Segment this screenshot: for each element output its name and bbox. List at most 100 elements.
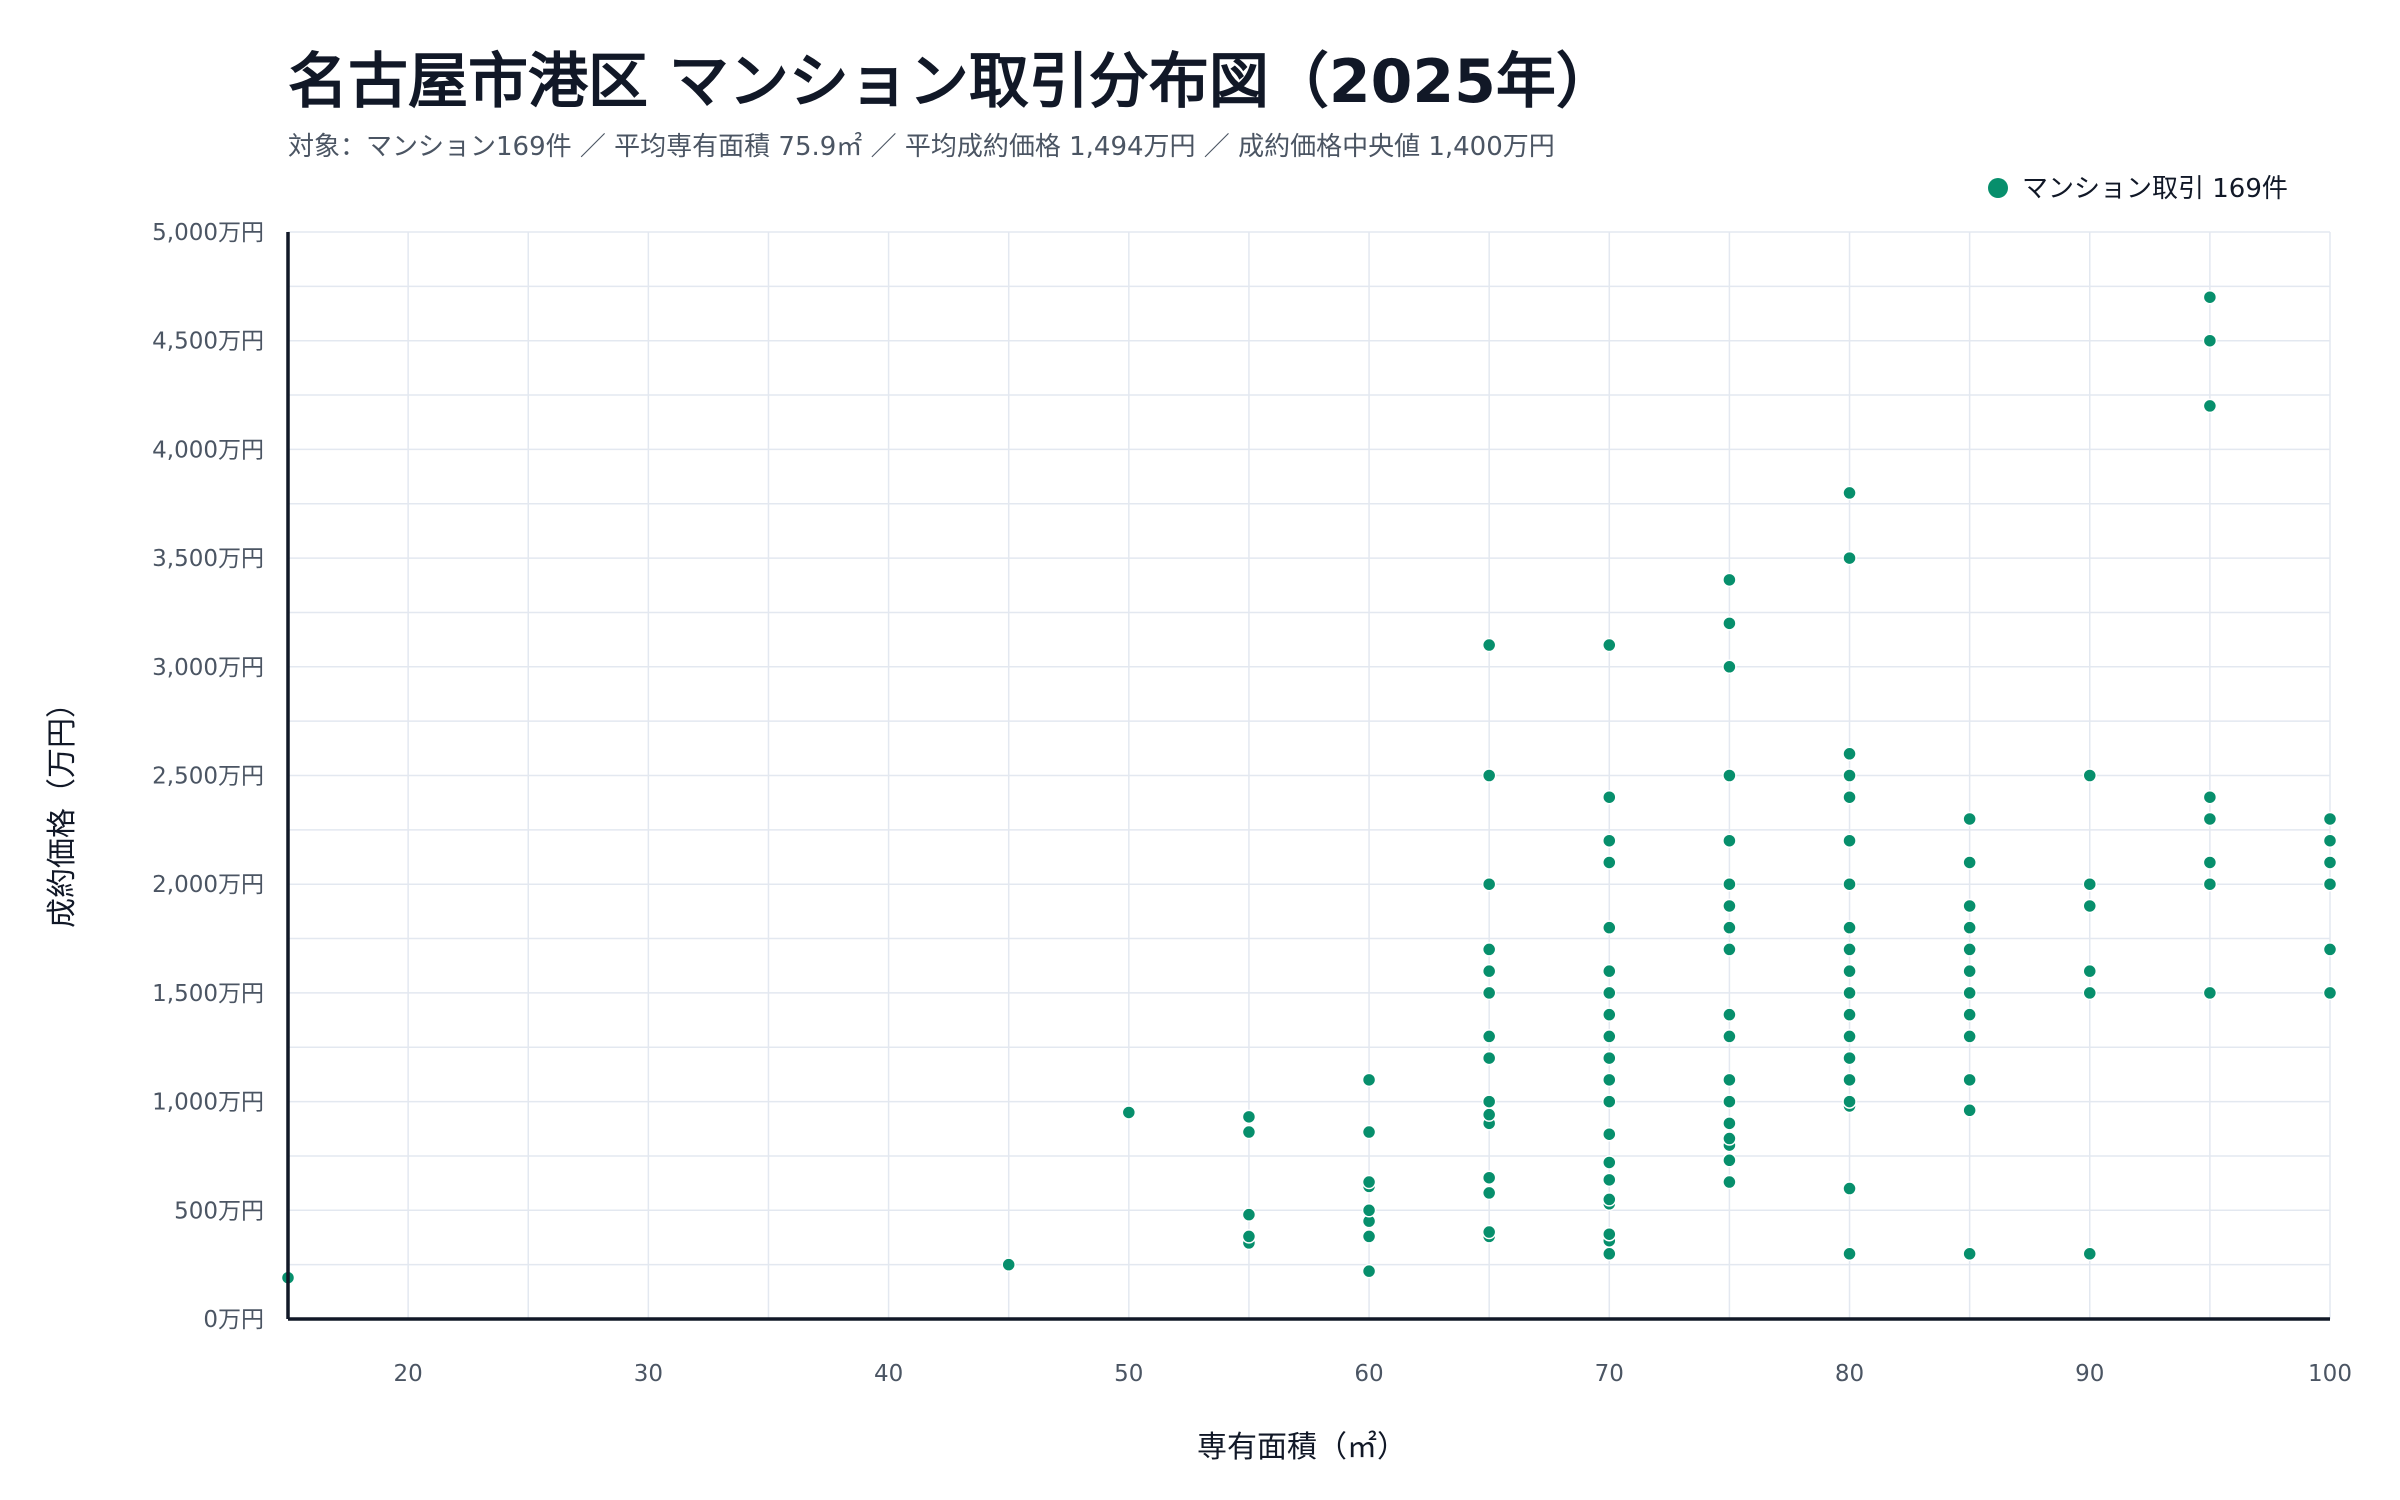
data-point xyxy=(2322,985,2338,1001)
data-point xyxy=(1962,1103,1977,1118)
data-point xyxy=(1842,942,1857,957)
data-point xyxy=(1842,1072,1857,1088)
data-point xyxy=(2202,811,2218,827)
data-point xyxy=(1602,1029,1617,1044)
chart-title: 名古屋市港区 マンション取引分布図（2025年） xyxy=(288,47,1616,117)
data-point xyxy=(1361,1072,1377,1088)
data-point xyxy=(1722,768,1737,783)
data-point xyxy=(2082,985,2098,1001)
data-point xyxy=(1602,920,1617,935)
data-point xyxy=(1722,898,1737,914)
data-point xyxy=(1842,920,1857,935)
data-point xyxy=(2082,963,2098,979)
chart-subtitle: 対象：マンション169件 ／ 平均専有面積 75.9㎡ ／ 平均成約価格 1,4… xyxy=(288,132,1555,162)
y-axis-title: 成約価格（万円） xyxy=(45,688,80,928)
x-tick-label: 30 xyxy=(634,1361,663,1387)
y-axis-ticks: 0万円 500万円 1,000万円 1,500万円 2,000万円 2,500万円 3,00… xyxy=(152,220,264,1333)
data-point xyxy=(1722,1153,1737,1168)
data-point xyxy=(1962,1072,1977,1088)
x-tick-label: 70 xyxy=(1595,1361,1624,1387)
data-point xyxy=(1121,1105,1137,1120)
data-point xyxy=(2202,985,2218,1001)
data-point xyxy=(1722,1131,1737,1146)
data-point xyxy=(1842,876,1857,892)
data-point xyxy=(1842,485,1857,501)
data-point xyxy=(1842,550,1857,566)
data-point xyxy=(1962,1029,1977,1044)
data-point xyxy=(1962,985,1977,1001)
data-point xyxy=(1842,789,1857,805)
data-point xyxy=(1481,637,1497,653)
data-point xyxy=(2322,811,2338,827)
data-point xyxy=(1241,1109,1257,1125)
data-point xyxy=(1722,1007,1737,1022)
y-tick-label: 3,000万円 xyxy=(152,655,264,681)
data-point xyxy=(1481,1170,1497,1185)
data-point xyxy=(1962,942,1977,957)
data-point xyxy=(1481,942,1497,957)
data-point xyxy=(1602,1126,1617,1142)
data-point xyxy=(1602,789,1617,805)
data-point xyxy=(1481,768,1497,783)
data-point xyxy=(1361,1263,1377,1279)
data-point xyxy=(1722,1174,1737,1190)
data-point xyxy=(1602,637,1617,653)
data-point xyxy=(1241,1124,1257,1140)
data-point xyxy=(2082,876,2098,892)
y-tick-label: 3,500万円 xyxy=(152,546,264,572)
data-point xyxy=(1722,659,1737,675)
data-point xyxy=(1481,985,1497,1001)
data-point xyxy=(1842,1007,1857,1022)
data-point xyxy=(1602,1155,1617,1170)
data-point xyxy=(1361,1229,1377,1244)
data-point xyxy=(1481,1185,1497,1201)
y-tick-label: 4,500万円 xyxy=(152,329,264,355)
data-point xyxy=(1722,1116,1737,1131)
x-axis-ticks: 20 30 40 50 60 70 80 90 100 xyxy=(393,1361,2351,1387)
data-point xyxy=(1481,1224,1497,1240)
data-point xyxy=(1722,942,1737,957)
data-point xyxy=(1602,1094,1617,1109)
data-point xyxy=(1602,1072,1617,1088)
legend-marker xyxy=(1988,178,2008,198)
data-point xyxy=(1842,833,1857,848)
data-point xyxy=(1962,898,1977,914)
y-tick-label: 5,000万円 xyxy=(152,220,264,246)
data-point xyxy=(1361,1203,1377,1218)
x-tick-label: 40 xyxy=(874,1361,903,1387)
x-axis-title: 専有面積（㎡） xyxy=(1197,1430,1407,1465)
legend: マンション取引 169件 xyxy=(1988,174,2288,204)
data-point xyxy=(1722,876,1737,892)
data-point xyxy=(1722,1072,1737,1088)
data-point xyxy=(2202,876,2218,892)
data-point xyxy=(1842,1246,1857,1262)
data-point xyxy=(1722,1094,1737,1109)
data-point xyxy=(1481,1029,1497,1044)
data-point xyxy=(1962,811,1977,827)
data-point xyxy=(2322,942,2338,957)
data-point xyxy=(1722,920,1737,935)
data-point xyxy=(2202,333,2218,348)
data-point xyxy=(1481,1094,1497,1109)
data-point xyxy=(1241,1207,1257,1222)
x-tick-label: 100 xyxy=(2308,1361,2352,1387)
x-tick-label: 90 xyxy=(2075,1361,2104,1387)
legend-label: マンション取引 169件 xyxy=(2022,174,2288,204)
data-point xyxy=(1602,855,1617,870)
data-point xyxy=(1722,1029,1737,1044)
data-point xyxy=(1962,920,1977,935)
data-point xyxy=(2202,789,2218,805)
data-point xyxy=(1602,985,1617,1001)
y-tick-label: 500万円 xyxy=(174,1198,264,1224)
x-tick-label: 80 xyxy=(1835,1361,1864,1387)
data-point xyxy=(1602,1226,1617,1242)
data-point xyxy=(2202,398,2218,414)
data-point xyxy=(2322,876,2338,892)
data-point xyxy=(1962,963,1977,979)
data-point xyxy=(1722,616,1737,631)
data-point xyxy=(2082,768,2098,783)
data-point xyxy=(1602,1192,1617,1207)
data-point xyxy=(2202,289,2218,305)
